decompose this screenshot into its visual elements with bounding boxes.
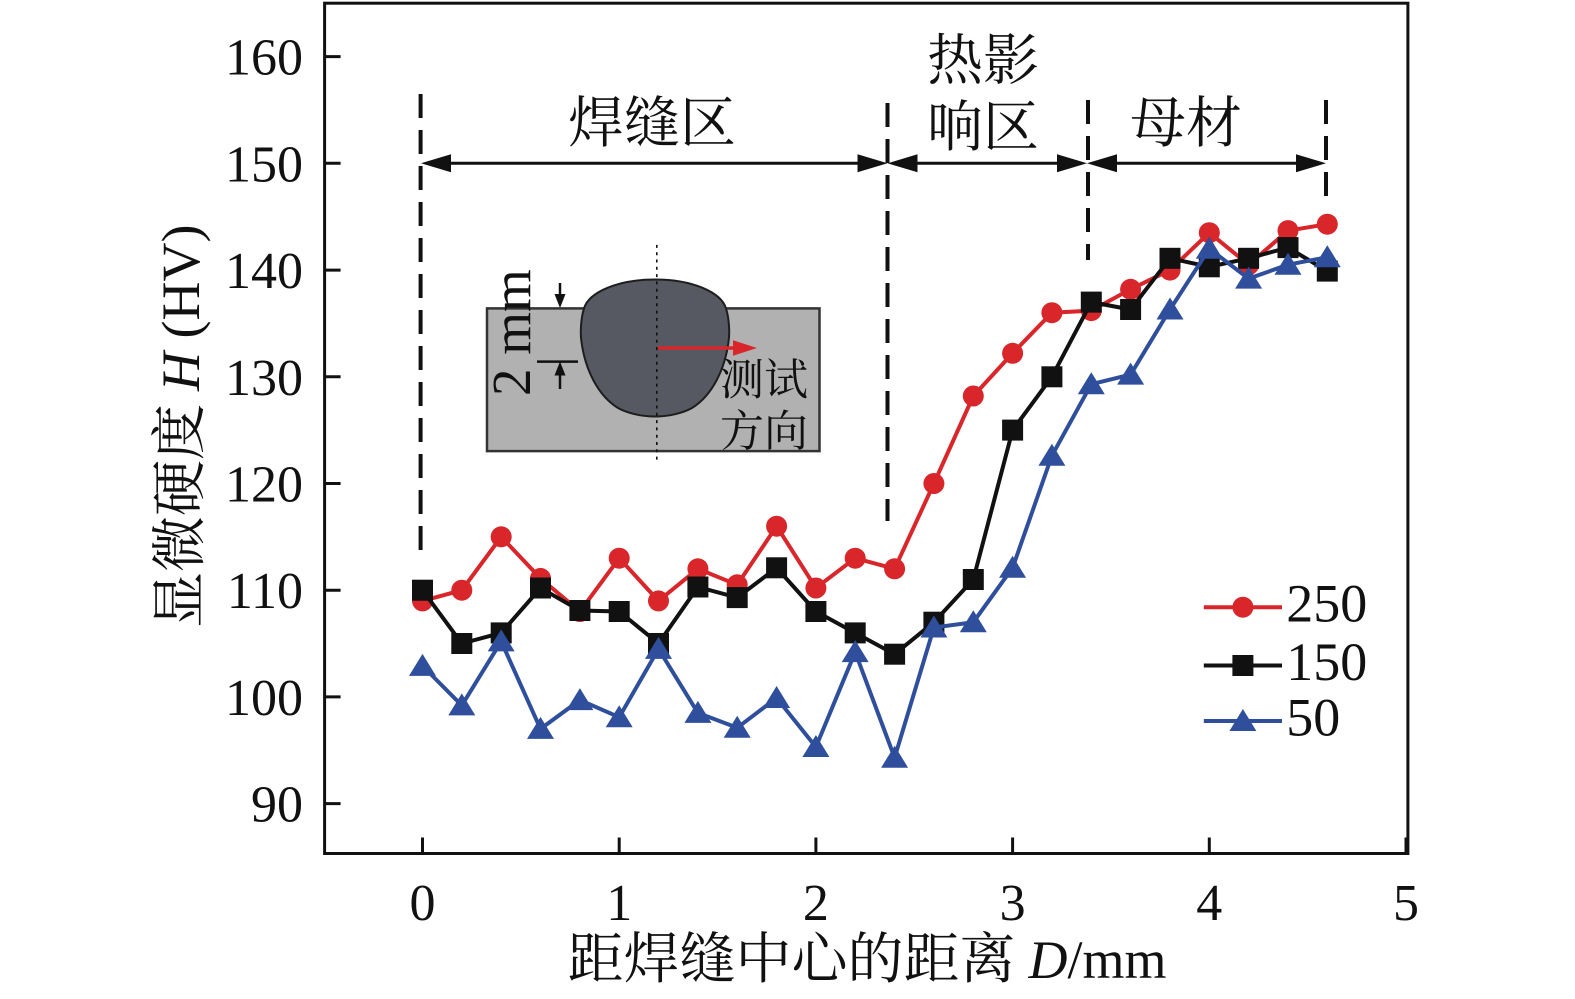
svg-text:5: 5 [1393,875,1419,932]
svg-text:130: 130 [225,350,303,407]
svg-text:90: 90 [251,777,303,834]
svg-text:2 mm: 2 mm [481,269,542,396]
svg-text:250: 250 [1286,574,1367,634]
svg-text:2: 2 [803,875,829,932]
svg-text:150: 150 [225,136,303,193]
svg-text:160: 160 [225,30,303,87]
svg-text:1: 1 [606,875,632,932]
svg-text:D/mm: D/mm [1028,930,1167,990]
svg-text:150: 150 [1286,632,1367,692]
svg-text:140: 140 [225,243,303,300]
svg-text:120: 120 [225,457,303,514]
svg-text:110: 110 [227,563,303,620]
svg-text:4: 4 [1196,875,1222,932]
svg-text:3: 3 [1000,875,1026,932]
svg-text:H (HV): H (HV) [151,225,211,392]
svg-text:0: 0 [410,875,436,932]
svg-text:50: 50 [1286,688,1340,748]
svg-text:100: 100 [225,670,303,727]
